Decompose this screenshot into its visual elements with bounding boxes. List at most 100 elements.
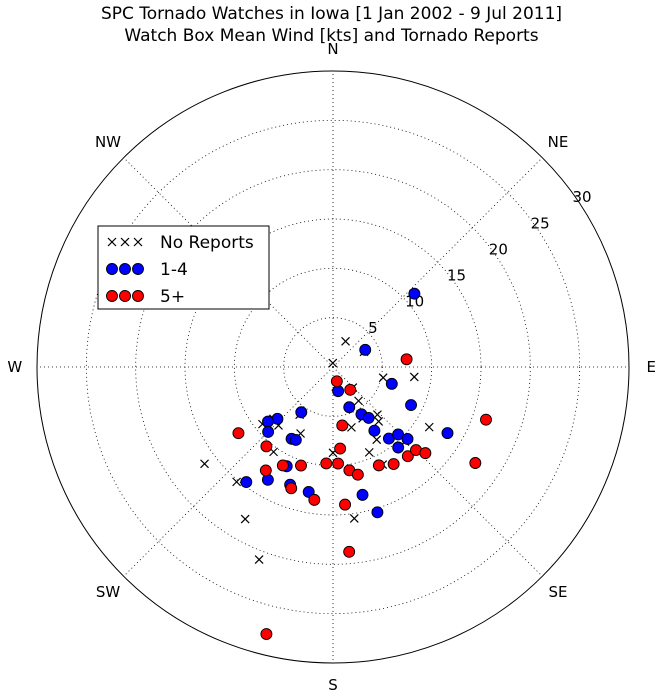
radial-tick-label: 30 — [572, 188, 591, 206]
legend-entry: No Reports — [107, 233, 254, 253]
point-no-reports — [232, 477, 242, 487]
compass-label-s: S — [328, 676, 338, 694]
point-no-reports — [341, 336, 350, 346]
legend-marker — [107, 237, 117, 247]
point-5-plus — [480, 413, 492, 426]
point-5-plus — [232, 427, 245, 440]
point-no-reports — [372, 410, 382, 420]
point-1-4 — [401, 433, 414, 445]
point-no-reports — [372, 435, 382, 445]
point-5-plus — [372, 459, 385, 472]
point-1-4 — [332, 385, 345, 398]
point-1-4 — [356, 488, 369, 501]
point-no-reports — [374, 416, 384, 426]
data-points — [200, 287, 492, 641]
legend-marker — [120, 237, 130, 247]
plot-outline — [36, 70, 630, 664]
legend-marker — [119, 290, 131, 302]
point-5-plus — [344, 383, 357, 396]
point-no-reports — [378, 373, 388, 383]
legend-entry: 5+ — [106, 287, 185, 307]
series-2 — [232, 353, 492, 641]
legend-entries: No Reports 1-4 5+ — [106, 233, 254, 307]
point-1-4 — [262, 425, 275, 438]
legend-marker — [132, 263, 144, 275]
legend-entry: 1-4 — [106, 260, 188, 280]
point-no-reports — [354, 396, 363, 406]
point-5-plus — [260, 440, 273, 453]
point-1-4 — [240, 476, 253, 488]
legend-label: 1-4 — [160, 260, 188, 280]
grid-spoke — [332, 366, 543, 577]
legend-marker — [133, 237, 143, 247]
point-5-plus — [276, 459, 289, 472]
point-5-plus — [308, 493, 321, 506]
point-1-4 — [359, 343, 372, 356]
radial-tick-label: 5 — [368, 319, 378, 337]
chart-subtitle: Watch Box Mean Wind [kts] and Tornado Re… — [124, 26, 538, 46]
legend-marker — [106, 290, 118, 302]
point-5-plus — [400, 353, 413, 366]
point-1-4 — [362, 411, 375, 424]
point-5-plus — [387, 458, 400, 471]
series-1 — [240, 287, 454, 519]
point-1-4 — [441, 427, 454, 440]
point-5-plus — [330, 375, 343, 388]
point-5-plus — [419, 447, 432, 460]
point-5-plus — [343, 545, 356, 558]
point-5-plus — [332, 457, 345, 470]
point-no-reports — [254, 555, 264, 564]
compass-label-ne: NE — [548, 133, 569, 151]
legend-label: No Reports — [160, 233, 254, 253]
point-5-plus — [259, 464, 272, 477]
point-no-reports — [424, 422, 434, 432]
grid-circle — [85, 119, 581, 615]
radial-tick-label: 15 — [447, 267, 466, 285]
point-no-reports — [240, 514, 250, 524]
point-no-reports — [364, 447, 374, 457]
grid-circle — [283, 317, 383, 417]
compass-label-se: SE — [549, 583, 568, 601]
point-5-plus — [339, 498, 351, 511]
grid-circle — [233, 267, 433, 467]
compass-label-e: E — [646, 358, 655, 376]
radial-tick-label: 25 — [531, 214, 550, 232]
compass-label-w: W — [7, 358, 22, 376]
point-1-4 — [408, 287, 421, 300]
compass-label-nw: NW — [95, 133, 121, 151]
point-no-reports — [200, 459, 209, 469]
compass-label-sw: SW — [96, 583, 121, 601]
point-5-plus — [295, 459, 307, 472]
grid-circle — [135, 169, 531, 565]
legend: No Reports 1-4 5+ — [97, 225, 270, 310]
point-1-4 — [392, 428, 405, 441]
point-5-plus — [320, 457, 333, 470]
point-5-plus — [351, 468, 364, 481]
point-no-reports — [409, 372, 419, 382]
legend-marker — [106, 263, 118, 275]
legend-label: 5+ — [160, 287, 185, 307]
compass-label-n: N — [327, 40, 338, 58]
point-no-reports — [349, 514, 359, 523]
point-5-plus — [260, 628, 273, 641]
radial-tick-label: 20 — [489, 240, 508, 258]
grid-spoke — [332, 157, 543, 368]
point-1-4 — [368, 424, 381, 437]
compass-labels: N NE E SE S SW W NW — [7, 40, 656, 694]
point-1-4 — [392, 441, 405, 454]
point-5-plus — [401, 450, 414, 463]
point-5-plus — [469, 457, 482, 469]
point-1-4 — [262, 415, 274, 428]
point-no-reports — [328, 358, 338, 368]
point-1-4 — [295, 406, 308, 419]
grid-spoke — [123, 366, 334, 577]
legend-marker — [132, 290, 144, 302]
point-5-plus — [285, 482, 298, 495]
point-no-reports — [347, 422, 356, 432]
point-1-4 — [371, 506, 384, 519]
point-1-4 — [385, 377, 398, 390]
point-1-4 — [405, 399, 417, 412]
